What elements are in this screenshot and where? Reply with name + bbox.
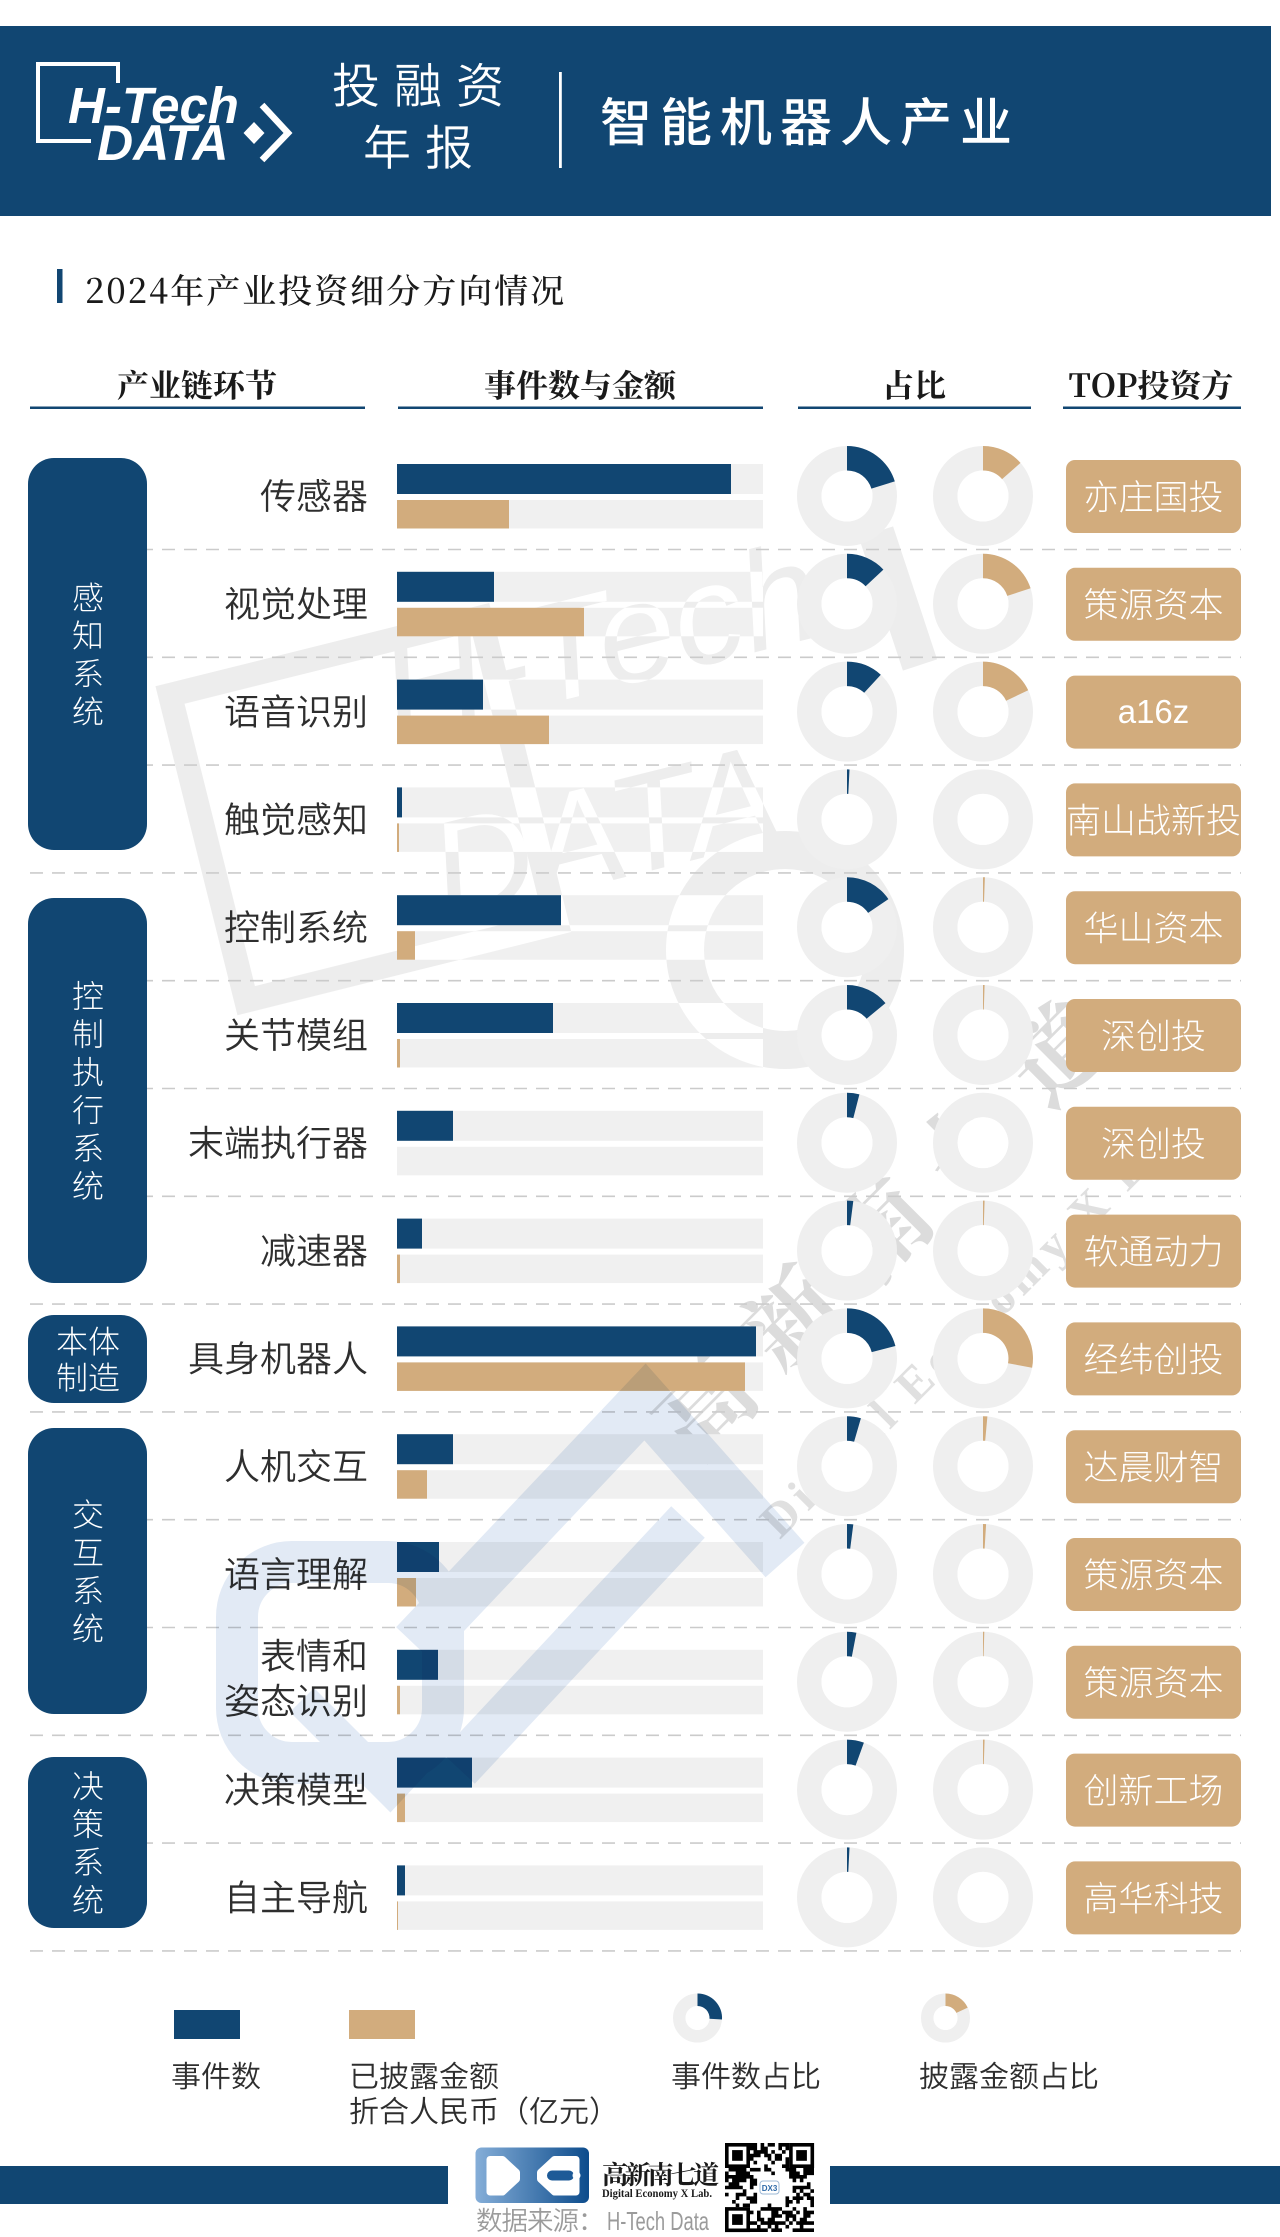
svg-text:DATA: DATA — [97, 115, 228, 171]
svg-text:H-Tech Data: H-Tech Data — [607, 2206, 709, 2236]
svg-text:DX3: DX3 — [762, 2184, 778, 2193]
svg-text:H-Tech: H-Tech — [68, 77, 239, 134]
svg-text:a16z: a16z — [1118, 693, 1190, 730]
svg-text:Digital Economy X Lab.: Digital Economy X Lab. — [602, 2186, 712, 2200]
